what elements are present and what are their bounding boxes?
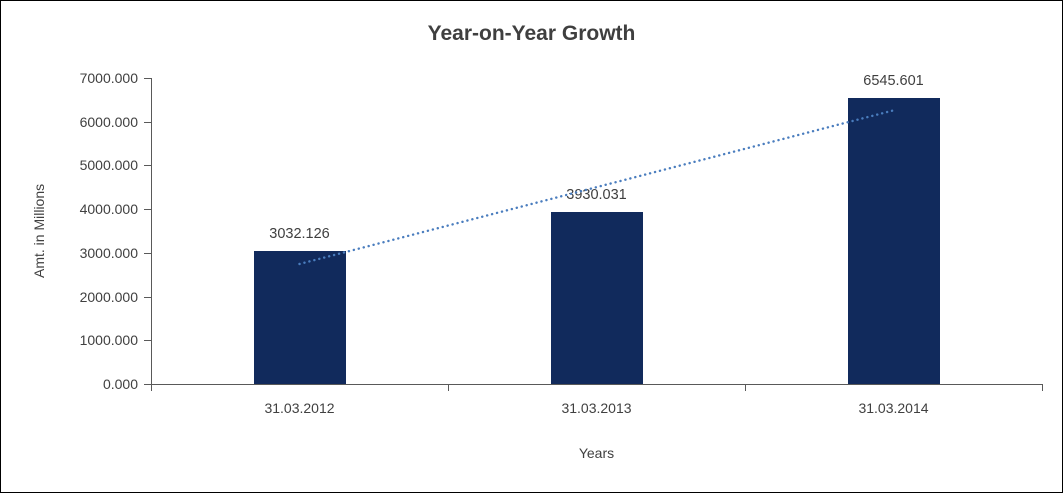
x-axis-title: Years [578, 445, 615, 461]
y-axis-tick [144, 121, 151, 123]
x-axis-line [151, 384, 1042, 385]
bar [253, 251, 346, 384]
x-category-label: 31.03.2013 [561, 400, 632, 416]
x-axis-tick [1042, 384, 1043, 391]
y-tick-label: 0.000 [102, 376, 138, 392]
bar-data-label: 3930.031 [566, 187, 627, 204]
y-axis-tick [144, 340, 151, 342]
bar-data-label: 6545.601 [863, 72, 924, 89]
y-tick-label: 5000.000 [79, 157, 138, 174]
y-axis-tick [144, 165, 151, 167]
y-axis-line [151, 78, 152, 384]
y-tick-label: 6000.000 [79, 113, 138, 130]
x-category-label: 31.03.2014 [858, 400, 929, 416]
y-tick-label: 3000.000 [79, 244, 138, 261]
x-axis-tick [745, 384, 746, 391]
y-axis-tick [144, 296, 151, 298]
bar [847, 97, 940, 384]
chart-title: Year-on-Year Growth [427, 22, 636, 45]
y-axis-tick [144, 384, 151, 385]
bar [550, 212, 643, 384]
x-category-label: 31.03.2012 [264, 400, 335, 416]
y-tick-label: 4000.000 [79, 201, 138, 218]
y-axis-title: Amt. in Millions [31, 183, 47, 279]
x-axis-tick [151, 384, 152, 391]
bar-data-label: 3032.126 [269, 226, 330, 243]
y-axis-tick [144, 78, 151, 79]
y-tick-label: 2000.000 [79, 288, 138, 305]
y-tick-label: 1000.000 [79, 332, 138, 349]
y-axis-tick [144, 209, 151, 211]
x-axis-tick [448, 384, 449, 391]
y-axis-tick [144, 252, 151, 254]
y-tick-label: 7000.000 [79, 70, 138, 86]
